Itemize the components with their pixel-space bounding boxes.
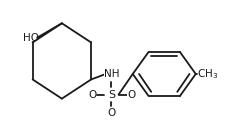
- Text: CH$_3$: CH$_3$: [197, 67, 218, 81]
- Text: O: O: [128, 90, 136, 99]
- Text: NH: NH: [104, 69, 119, 79]
- Text: O: O: [88, 90, 96, 99]
- Text: S: S: [108, 90, 115, 99]
- Text: HO: HO: [22, 33, 38, 43]
- Text: O: O: [107, 108, 115, 118]
